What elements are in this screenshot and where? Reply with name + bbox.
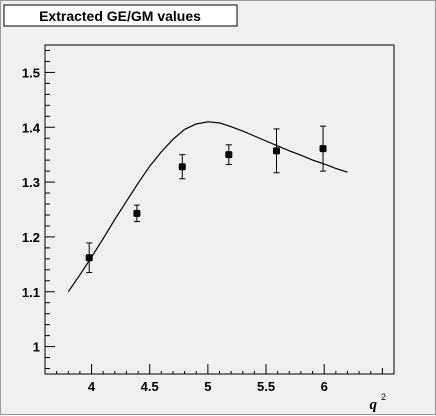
x-axis-label: q xyxy=(370,397,378,413)
data-points-layer xyxy=(85,125,327,274)
data-point xyxy=(178,154,186,180)
x-tick-label: 5.5 xyxy=(257,379,275,394)
x-axis-label-superscript: 2 xyxy=(381,392,386,402)
data-point xyxy=(133,204,141,223)
data-marker xyxy=(133,209,141,217)
data-marker xyxy=(273,147,281,155)
data-marker xyxy=(178,163,186,171)
y-tick-label: 1.4 xyxy=(22,120,41,135)
y-tick-label: 1.2 xyxy=(22,230,40,245)
model-curve xyxy=(67,121,348,293)
y-tick-label: 1 xyxy=(33,340,40,355)
data-point xyxy=(225,144,233,166)
data-point xyxy=(273,128,281,174)
y-axis: 1 1.1 1.2 1.3 1.4 1.5 xyxy=(22,49,55,370)
data-marker xyxy=(319,145,327,153)
title-box xyxy=(3,4,238,27)
y-tick-label: 1.1 xyxy=(22,285,40,300)
data-point xyxy=(85,242,93,274)
chart-title: Extracted GE/GM values xyxy=(39,8,201,24)
y-tick-label: 1.3 xyxy=(22,175,40,190)
y-tick-label: 1.5 xyxy=(22,65,40,80)
plot-area xyxy=(44,44,395,375)
x-axis: 4 4.5 5 5.5 6 xyxy=(44,364,395,394)
x-tick-label: 4 xyxy=(88,379,96,394)
data-marker xyxy=(85,254,93,262)
x-tick-label: 5 xyxy=(204,379,211,394)
x-tick-label: 4.5 xyxy=(141,379,159,394)
model-curve-layer xyxy=(67,121,348,293)
data-point xyxy=(319,125,327,172)
data-marker xyxy=(225,151,233,159)
x-tick-label: 6 xyxy=(321,379,328,394)
